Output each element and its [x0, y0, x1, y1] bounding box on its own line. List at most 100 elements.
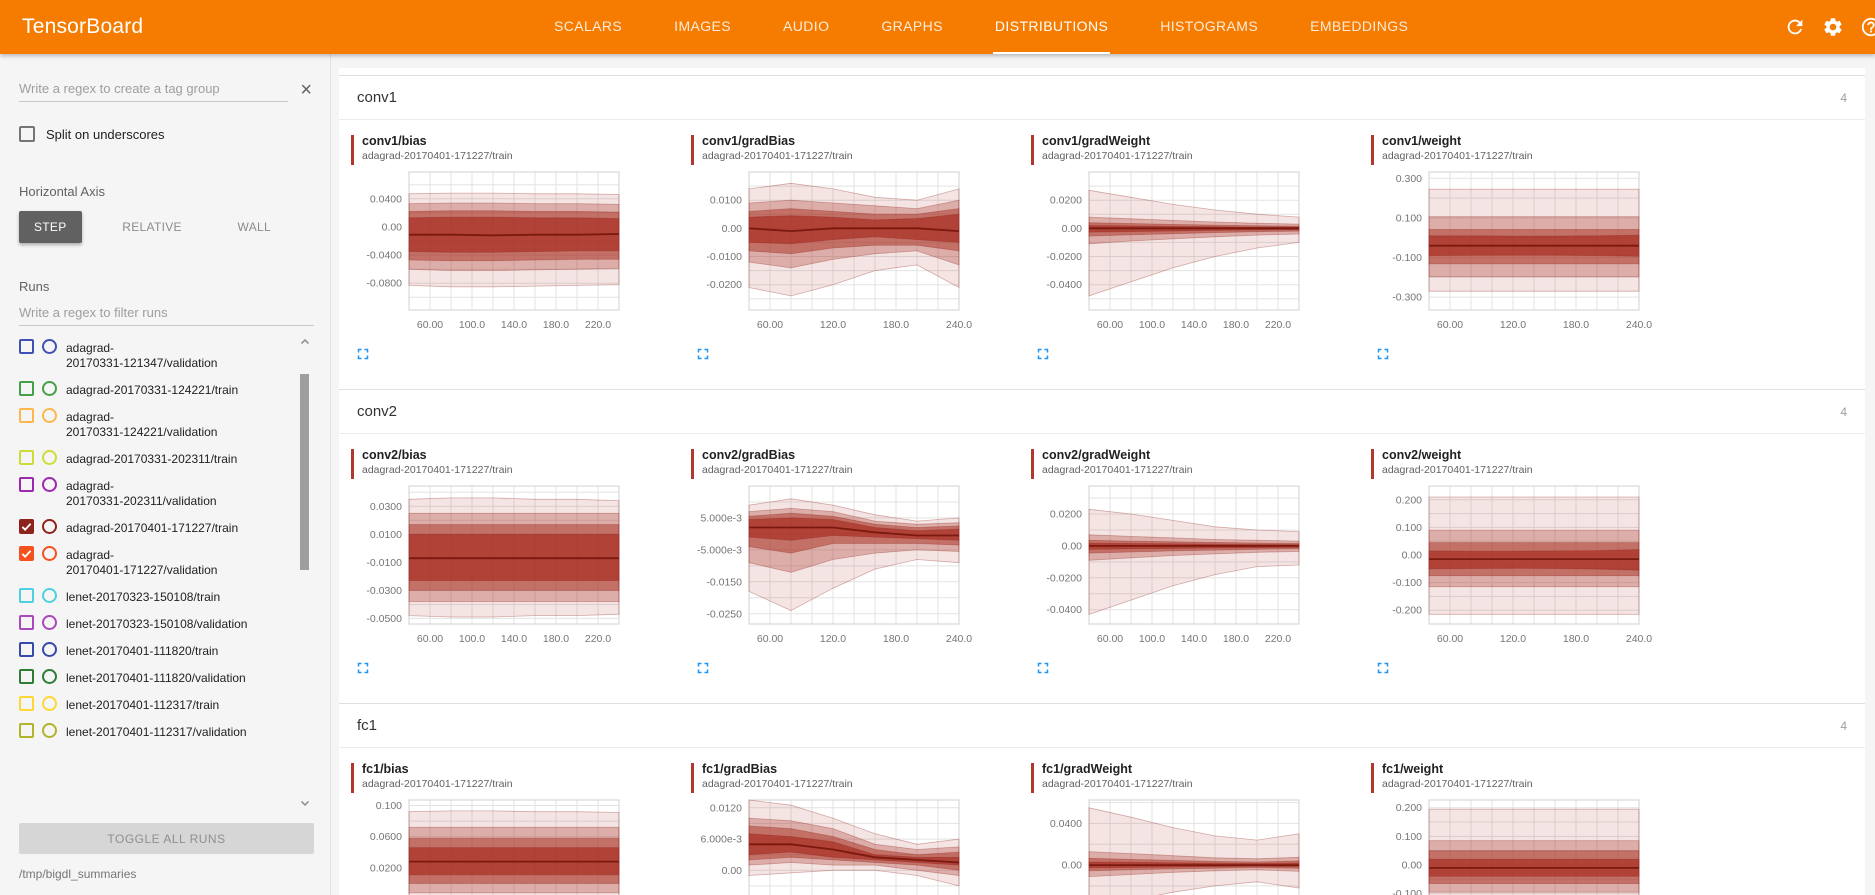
tag-filter-input[interactable]	[19, 76, 289, 102]
scroll-up-icon[interactable]	[299, 336, 311, 348]
run-visibility-circle[interactable]	[42, 477, 57, 492]
run-item[interactable]: adagrad- 20170401-171227/validation	[19, 541, 284, 583]
run-checkbox[interactable]	[19, 723, 34, 738]
run-filter-input[interactable]	[19, 300, 314, 326]
run-visibility-circle[interactable]	[42, 381, 57, 396]
run-item[interactable]: lenet-20170323-150108/validation	[19, 610, 284, 637]
run-item[interactable]: adagrad-20170331-124221/train	[19, 376, 284, 403]
run-item[interactable]: adagrad-20170401-171227/train	[19, 514, 284, 541]
axis-mode-wall-button[interactable]: WALL	[223, 211, 286, 243]
svg-text:0.00: 0.00	[1062, 540, 1083, 552]
tab-images[interactable]: IMAGES	[674, 18, 732, 34]
svg-text:0.200: 0.200	[1396, 802, 1422, 814]
run-checkbox[interactable]	[19, 477, 34, 492]
expand-icon[interactable]	[354, 659, 372, 677]
run-item[interactable]: lenet-20170401-112317/validation	[19, 718, 284, 745]
run-checkbox[interactable]	[19, 408, 34, 423]
run-checkbox[interactable]	[19, 642, 34, 657]
scrollbar-thumb[interactable]	[300, 374, 309, 570]
chart-card: conv1/gradBias adagrad-20170401-171227/tr…	[691, 134, 1025, 363]
section-header[interactable]: conv1 4	[339, 76, 1865, 120]
run-item[interactable]: lenet-20170401-112317/train	[19, 691, 284, 718]
run-item[interactable]: lenet-20170401-111820/train	[19, 637, 284, 664]
run-label: lenet-20170401-111820/train	[66, 644, 219, 658]
svg-text:60.00: 60.00	[1097, 319, 1123, 331]
section-header[interactable]: fc1 4	[339, 704, 1865, 748]
run-checkbox[interactable]	[19, 381, 34, 396]
section-count: 4	[1840, 404, 1847, 419]
run-visibility-circle[interactable]	[42, 546, 57, 561]
run-checkbox[interactable]	[19, 450, 34, 465]
run-checkbox[interactable]	[19, 669, 34, 684]
run-visibility-circle[interactable]	[42, 588, 57, 603]
axis-mode-relative-button[interactable]: RELATIVE	[107, 211, 197, 243]
help-icon[interactable]	[1860, 15, 1875, 39]
run-visibility-circle[interactable]	[42, 450, 57, 465]
svg-text:240.0: 240.0	[1626, 633, 1652, 645]
run-visibility-circle[interactable]	[42, 408, 57, 423]
run-checkbox[interactable]	[19, 546, 34, 561]
chart-card: conv2/gradBias adagrad-20170401-171227/tr…	[691, 448, 1025, 677]
run-item[interactable]: adagrad- 20170331-124221/validation	[19, 403, 284, 445]
run-item[interactable]: adagrad- 20170331-121347/validation	[19, 334, 284, 376]
chart-title: fc1/gradBias	[702, 762, 778, 776]
run-color-bar	[1031, 763, 1034, 793]
run-label: adagrad- 20170331-202311/validation	[66, 479, 217, 508]
run-item[interactable]: lenet-20170323-150108/train	[19, 583, 284, 610]
run-color-bar	[1371, 449, 1374, 479]
tab-scalars[interactable]: SCALARS	[554, 18, 623, 34]
run-checkbox[interactable]	[19, 519, 34, 534]
svg-text:180.0: 180.0	[1223, 633, 1249, 645]
svg-text:0.0100: 0.0100	[370, 529, 402, 541]
expand-icon[interactable]	[1034, 345, 1052, 363]
run-checkbox[interactable]	[19, 696, 34, 711]
tab-histograms[interactable]: HISTOGRAMS	[1160, 18, 1259, 34]
chart-title: conv1/weight	[1382, 134, 1462, 148]
charts-row: conv1/bias adagrad-20170401-171227/train 0…	[339, 120, 1865, 389]
svg-text:6.000e-3: 6.000e-3	[701, 834, 743, 846]
run-checkbox[interactable]	[19, 615, 34, 630]
expand-icon[interactable]	[1374, 659, 1392, 677]
run-visibility-circle[interactable]	[42, 723, 57, 738]
chart-header: conv1/weight adagrad-20170401-171227/trai…	[1371, 134, 1705, 165]
svg-text:0.100: 0.100	[376, 800, 402, 812]
run-visibility-circle[interactable]	[42, 669, 57, 684]
run-item[interactable]: adagrad- 20170331-202311/validation	[19, 472, 284, 514]
svg-text:-0.0500: -0.0500	[366, 613, 402, 625]
svg-text:240.0: 240.0	[1626, 319, 1652, 331]
svg-text:-0.0100: -0.0100	[706, 251, 742, 263]
run-checkbox[interactable]	[19, 588, 34, 603]
run-checkbox[interactable]	[19, 339, 34, 354]
tab-audio[interactable]: AUDIO	[783, 18, 830, 34]
scroll-down-icon[interactable]	[299, 797, 311, 809]
toggle-all-runs-button[interactable]: TOGGLE ALL RUNS	[19, 823, 314, 854]
run-visibility-circle[interactable]	[42, 339, 57, 354]
expand-icon[interactable]	[1034, 659, 1052, 677]
run-visibility-circle[interactable]	[42, 615, 57, 630]
tab-graphs[interactable]: GRAPHS	[881, 18, 943, 34]
expand-icon[interactable]	[694, 659, 712, 677]
run-visibility-circle[interactable]	[42, 519, 57, 534]
tab-distributions[interactable]: DISTRIBUTIONS	[992, 0, 1111, 54]
run-visibility-circle[interactable]	[42, 642, 57, 657]
svg-text:220.0: 220.0	[585, 633, 611, 645]
expand-icon[interactable]	[354, 345, 372, 363]
svg-text:-0.0250: -0.0250	[706, 608, 742, 620]
close-icon[interactable]: ×	[300, 79, 312, 101]
run-visibility-circle[interactable]	[42, 696, 57, 711]
svg-text:0.0120: 0.0120	[710, 802, 742, 814]
section-header[interactable]: conv2 4	[339, 390, 1865, 434]
expand-icon[interactable]	[694, 345, 712, 363]
split-underscores-checkbox[interactable]: Split on underscores	[19, 126, 314, 142]
tab-embeddings[interactable]: EMBEDDINGS	[1310, 18, 1409, 34]
run-item[interactable]: lenet-20170401-111820/validation	[19, 664, 284, 691]
settings-icon[interactable]	[1822, 15, 1846, 39]
axis-mode-step-button[interactable]: STEP	[19, 211, 82, 243]
section-fc1: fc1 4 fc1/bias adagrad-20170401-171227/trai…	[339, 703, 1865, 895]
expand-icon[interactable]	[1374, 345, 1392, 363]
refresh-icon[interactable]	[1784, 15, 1808, 39]
chart-run-name: adagrad-20170401-171227/train	[702, 464, 853, 476]
distribution-plot: 0.300 0.100 -0.100 -0.300 60.00 120.0 180.0 240…	[1392, 171, 1652, 331]
section-conv1: conv1 4 conv1/bias adagrad-20170401-171227/…	[339, 76, 1865, 389]
run-item[interactable]: adagrad-20170331-202311/train	[19, 445, 284, 472]
